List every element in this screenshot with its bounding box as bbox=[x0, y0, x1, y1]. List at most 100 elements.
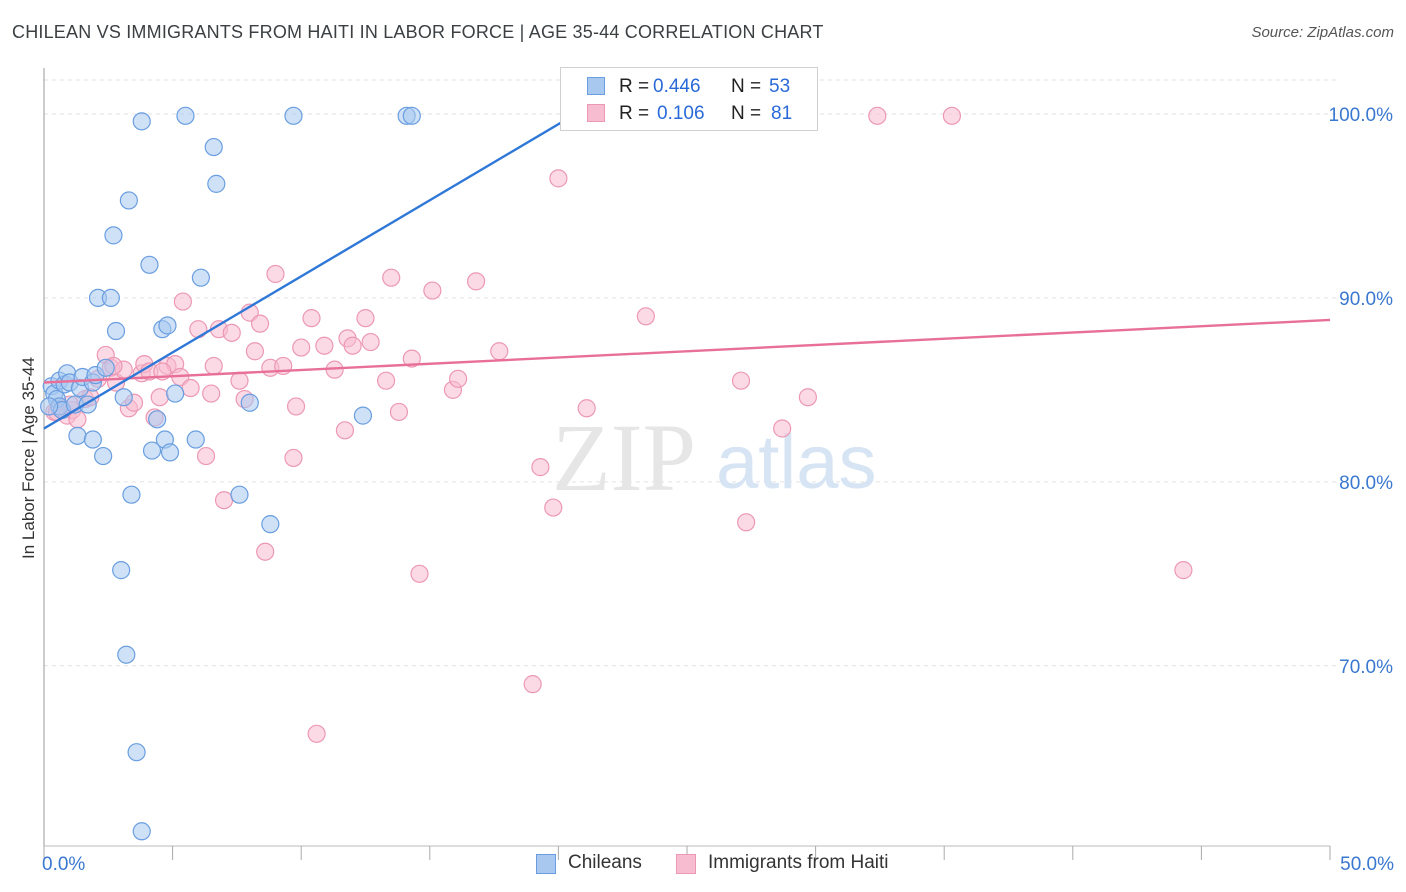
haiti-swatch bbox=[587, 104, 605, 122]
r-label: R = bbox=[619, 103, 650, 124]
haiti-point bbox=[448, 369, 468, 388]
haiti-point bbox=[737, 513, 756, 532]
chileans-legend-swatch bbox=[536, 854, 556, 874]
haiti-point bbox=[382, 268, 401, 287]
chilean-point bbox=[119, 191, 138, 210]
chilean-point bbox=[114, 388, 133, 407]
haiti-point bbox=[798, 388, 817, 407]
haiti-point bbox=[222, 323, 241, 342]
chilean-point bbox=[94, 446, 113, 466]
haiti-points bbox=[45, 106, 1193, 743]
haiti-point bbox=[389, 402, 409, 422]
haiti-point bbox=[284, 448, 303, 468]
chilean-point bbox=[101, 288, 120, 308]
chart-title: CHILEAN VS IMMIGRANTS FROM HAITI IN LABO… bbox=[12, 22, 824, 42]
chileans-legend-label: Chileans bbox=[568, 852, 642, 873]
y-tick-label: 80.0% bbox=[1339, 473, 1393, 494]
haiti-point bbox=[286, 397, 306, 416]
x-tick-label: 0.0% bbox=[42, 854, 85, 875]
chileans-trend-line bbox=[43, 92, 611, 430]
haiti-trend-line bbox=[43, 318, 1331, 384]
trend-lines bbox=[43, 92, 1331, 430]
haiti-point bbox=[245, 342, 265, 361]
chilean-point bbox=[191, 268, 210, 287]
chilean-point bbox=[207, 174, 226, 193]
chilean-point bbox=[230, 485, 249, 504]
haiti-point bbox=[731, 371, 751, 390]
chilean-point bbox=[40, 397, 59, 416]
chilean-point bbox=[204, 137, 223, 157]
haiti-point bbox=[1174, 561, 1193, 580]
haiti-point bbox=[466, 272, 486, 291]
haiti-point bbox=[335, 421, 355, 440]
chilean-point bbox=[122, 485, 141, 504]
haiti-point bbox=[942, 106, 962, 125]
chilean-point bbox=[402, 106, 421, 125]
watermark-atlas: atlas bbox=[716, 420, 877, 505]
chilean-point bbox=[112, 561, 131, 580]
chilean-point bbox=[284, 106, 303, 125]
r-label: R = bbox=[619, 76, 650, 97]
y-tick-label: 100.0% bbox=[1329, 105, 1394, 126]
chilean-point bbox=[158, 316, 177, 335]
haiti-point bbox=[214, 491, 234, 510]
chilean-point bbox=[142, 441, 162, 460]
haiti-point bbox=[490, 342, 509, 361]
haiti-point bbox=[250, 314, 270, 333]
haiti-point bbox=[302, 309, 321, 328]
haiti-legend-label: Immigrants from Haiti bbox=[708, 852, 889, 873]
haiti-point bbox=[402, 349, 421, 368]
haiti-point bbox=[189, 320, 208, 339]
chilean-point bbox=[117, 645, 136, 664]
stats-legend: R = 0.446 N = 53 R = 0.106 N = 81 bbox=[560, 67, 818, 131]
chilean-point bbox=[186, 430, 205, 449]
chilean-point bbox=[240, 393, 259, 412]
chilean-point bbox=[176, 106, 195, 125]
haiti-r-value: 0.106 bbox=[657, 103, 705, 124]
chilean-point bbox=[148, 410, 167, 429]
chilean-point bbox=[68, 426, 87, 445]
chilean-point bbox=[353, 406, 373, 425]
haiti-point bbox=[523, 675, 542, 694]
haiti-point bbox=[636, 307, 655, 326]
haiti-legend-swatch bbox=[676, 854, 696, 874]
haiti-point bbox=[544, 498, 563, 517]
chileans-swatch bbox=[587, 77, 605, 95]
haiti-point bbox=[202, 384, 221, 403]
n-label: N = bbox=[731, 103, 762, 124]
haiti-point bbox=[549, 169, 568, 188]
haiti-point bbox=[181, 378, 200, 398]
chilean-point bbox=[83, 430, 102, 449]
chilean-point bbox=[106, 321, 126, 341]
haiti-point bbox=[356, 309, 375, 328]
haiti-point bbox=[773, 419, 792, 438]
chilean-point bbox=[104, 226, 123, 245]
chilean-points bbox=[40, 106, 622, 841]
bottom-legend: Chileans Immigrants from Haiti bbox=[0, 852, 1406, 878]
haiti-point bbox=[315, 336, 334, 355]
chilean-point bbox=[160, 443, 180, 462]
chilean-point bbox=[96, 358, 115, 377]
chilean-point bbox=[132, 112, 151, 131]
haiti-point bbox=[343, 336, 362, 355]
source-label: Source: ZipAtlas.com bbox=[1251, 24, 1394, 41]
haiti-point bbox=[361, 332, 380, 352]
haiti-point bbox=[230, 371, 249, 390]
watermark: ZIP atlas bbox=[552, 404, 877, 511]
haiti-point bbox=[196, 446, 216, 466]
y-tick-label: 90.0% bbox=[1339, 289, 1393, 310]
haiti-point bbox=[410, 564, 429, 583]
chilean-point bbox=[127, 743, 146, 762]
haiti-point bbox=[376, 371, 396, 390]
chilean-point bbox=[166, 384, 185, 403]
haiti-point bbox=[307, 724, 326, 743]
chilean-point bbox=[132, 822, 151, 841]
watermark-zip: ZIP bbox=[552, 404, 696, 511]
haiti-point bbox=[150, 388, 169, 407]
haiti-point bbox=[868, 106, 887, 125]
stats-row-chileans: R = 0.446 N = 53 bbox=[561, 74, 817, 100]
chileans-n-value: 53 bbox=[769, 76, 791, 97]
haiti-point bbox=[266, 264, 285, 284]
y-axis-title: In Labor Force | Age 35-44 bbox=[19, 357, 38, 559]
x-tick-label: 50.0% bbox=[1340, 854, 1394, 875]
